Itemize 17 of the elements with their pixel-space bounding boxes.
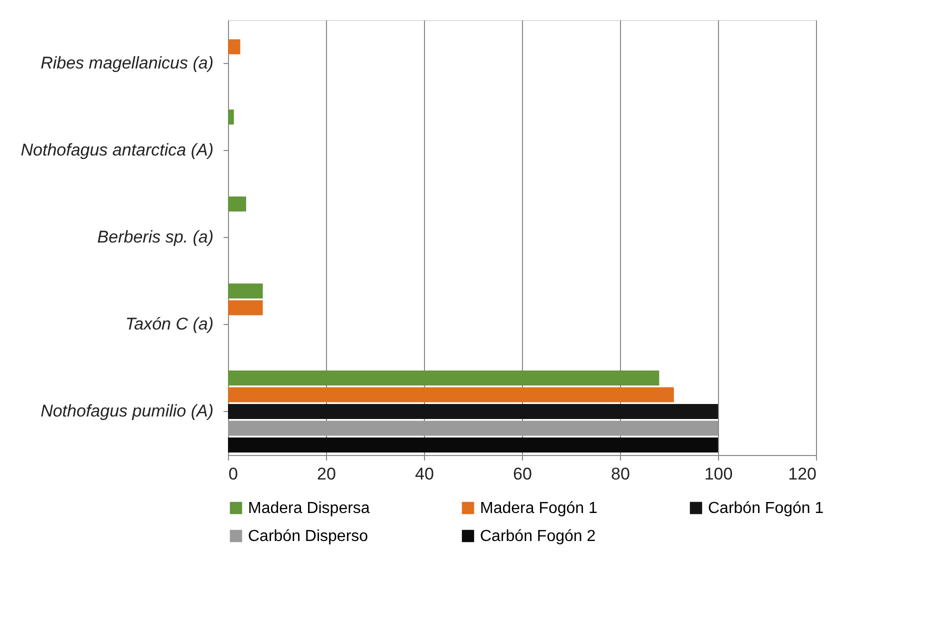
x-tick-label: 80 xyxy=(611,464,630,484)
legend-label: Carbón Fogón 1 xyxy=(708,500,824,517)
y-tick-label: Berberis sp. (a) xyxy=(97,228,214,246)
y-tick-label: Nothofagus pumilio (A) xyxy=(40,402,214,420)
legend-label: Madera Fogón 1 xyxy=(480,500,598,517)
x-tick-label: 100 xyxy=(704,464,733,484)
x-tick-label: 0 xyxy=(228,464,238,484)
x-tick-label: 40 xyxy=(415,464,434,484)
legend-label: Carbón Disperso xyxy=(248,528,368,545)
x-tick-label: 20 xyxy=(317,464,336,484)
x-tick-label: 60 xyxy=(513,464,532,484)
x-tick-label: 120 xyxy=(788,464,816,484)
legend-label: Madera Dispersa xyxy=(248,500,370,517)
y-tick-label: Taxón C (a) xyxy=(125,314,214,334)
y-tick-label: Nothofagus antarctica (A) xyxy=(20,140,214,160)
y-tick-label: Ribes magellanicus (a) xyxy=(40,54,214,72)
legend-label: Carbón Fogón 2 xyxy=(480,528,596,545)
